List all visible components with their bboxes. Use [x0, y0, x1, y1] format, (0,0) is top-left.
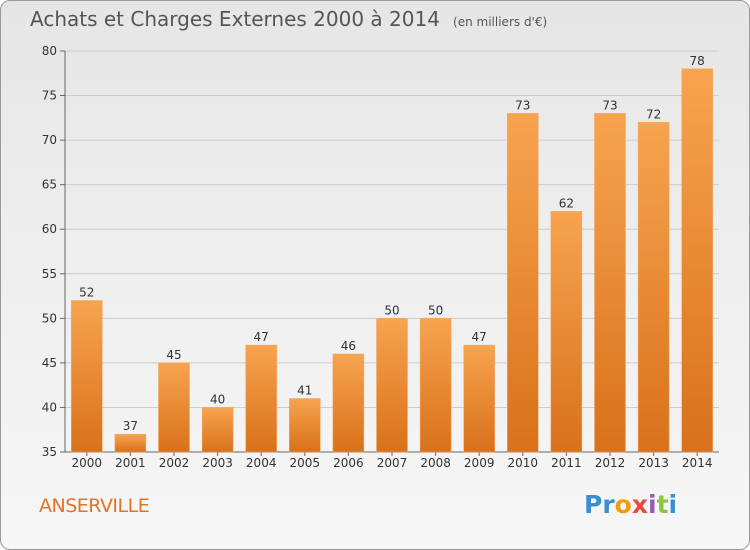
logo-letter: i: [668, 490, 678, 519]
bar-2006: [332, 353, 365, 453]
y-tick-label: 65: [42, 178, 57, 192]
logo-letter: i: [648, 490, 657, 519]
x-tick-label: 2004: [246, 456, 277, 470]
data-label: 40: [210, 392, 225, 406]
x-tick-label: 2012: [595, 456, 626, 470]
x-tick-label: 2005: [290, 456, 321, 470]
bar-2007: [376, 318, 408, 453]
x-tick-label: 2014: [682, 456, 713, 470]
data-label: 47: [254, 330, 269, 344]
bar-2010: [507, 113, 539, 453]
logo-letter: P: [584, 490, 603, 519]
x-tick-label: 2008: [420, 456, 451, 470]
y-tick-label: 40: [42, 400, 57, 414]
data-label: 37: [123, 419, 138, 433]
bar-2008: [419, 318, 452, 453]
bar-2003: [201, 407, 234, 453]
bar-2012: [594, 113, 626, 453]
bar-2009: [463, 344, 495, 453]
chart-title: Achats et Charges Externes 2000 à 2014: [30, 7, 440, 31]
bar-2013: [637, 122, 670, 453]
x-tick-label: 2009: [464, 456, 495, 470]
y-tick-label: 70: [42, 133, 57, 147]
y-tick-label: 50: [42, 311, 57, 325]
data-label: 41: [297, 384, 312, 398]
x-tick-label: 2010: [508, 456, 539, 470]
data-label: 50: [428, 303, 443, 317]
x-tick-label: 2003: [202, 456, 233, 470]
commune-name: ANSERVILLE: [39, 495, 150, 517]
bar-2001: [114, 433, 147, 453]
bar-2011: [550, 211, 583, 453]
logo-letter: x: [631, 490, 648, 519]
data-label: 78: [690, 54, 705, 68]
bar-2014: [681, 68, 713, 453]
proxiti-logo: Proxiti: [584, 490, 677, 519]
data-label: 72: [646, 107, 661, 121]
y-tick-label: 55: [42, 267, 57, 281]
logo-letter: r: [602, 490, 615, 519]
x-tick-label: 2013: [638, 456, 669, 470]
y-tick-label: 75: [42, 89, 57, 103]
y-tick-label: 35: [42, 445, 57, 459]
y-tick-label: 60: [42, 222, 57, 236]
bar-2005: [289, 398, 321, 453]
x-tick-label: 2002: [159, 456, 190, 470]
chart-unit: (en milliers d'€): [453, 15, 548, 29]
data-label: 73: [602, 98, 617, 112]
y-tick-label: 45: [42, 356, 57, 370]
data-label: 46: [341, 339, 356, 353]
bar-2004: [245, 344, 277, 453]
data-label: 62: [559, 196, 574, 210]
bar-2000: [71, 300, 103, 453]
data-label: 73: [515, 98, 530, 112]
x-tick-label: 2001: [115, 456, 146, 470]
data-label: 47: [472, 330, 487, 344]
bar-2002: [158, 362, 190, 453]
data-label: 45: [166, 348, 181, 362]
x-tick-label: 2007: [377, 456, 408, 470]
y-tick-label: 80: [42, 44, 57, 58]
x-tick-label: 2011: [551, 456, 582, 470]
data-label: 50: [384, 303, 399, 317]
chart-title-block: Achats et Charges Externes 2000 à 2014 (…: [30, 7, 547, 31]
labels: 2000 52 2001 37 2002 45 2003 40 2004 47 2005 41 2006…: [72, 54, 713, 470]
bars: [71, 68, 713, 453]
x-tick-label: 2000: [72, 456, 103, 470]
logo-letter: o: [614, 490, 632, 519]
logo-letter: t: [656, 490, 669, 519]
x-tick-label: 2006: [333, 456, 364, 470]
data-label: 52: [79, 286, 94, 300]
